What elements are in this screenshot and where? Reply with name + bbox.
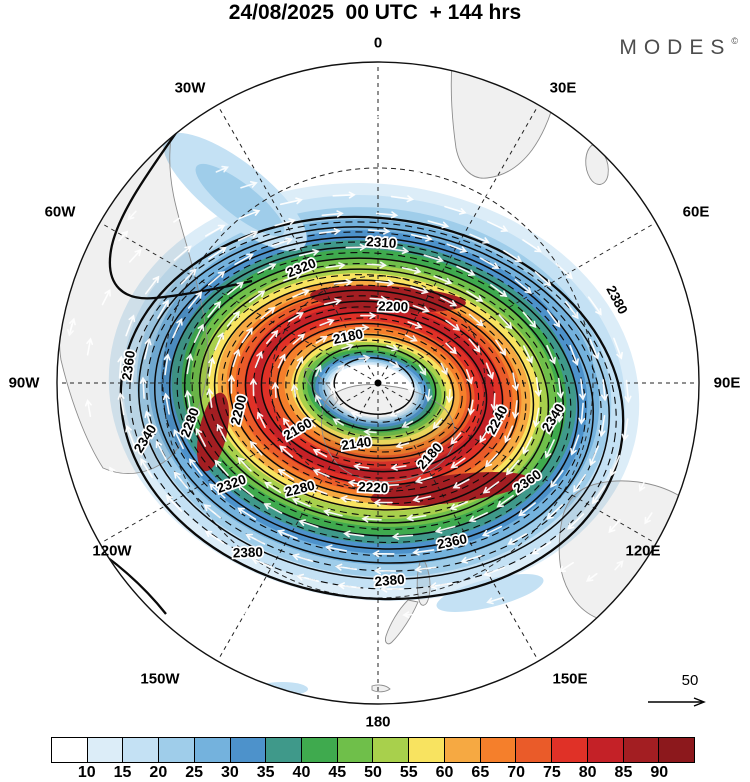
colorbar-cell (409, 738, 445, 762)
colorbar-tick-label: 25 (185, 764, 204, 781)
reference-vector: 50 (640, 672, 720, 708)
land-africa (450, 62, 561, 179)
contour-label: 2380 (374, 572, 405, 590)
longitude-label-150w: 150W (140, 670, 180, 688)
colorbar-tick-label: 50 (364, 764, 382, 781)
longitude-label-120w: 120W (92, 542, 132, 560)
colorbar-tick-label: 80 (578, 764, 597, 781)
longitude-label-60w: 60W (44, 203, 76, 221)
pole-marker (374, 379, 382, 387)
colorbar-cell (337, 738, 374, 762)
colorbar-tick-label: 40 (292, 764, 311, 781)
copyright-mark: © (731, 36, 738, 46)
contour-label: 2220 (358, 479, 389, 496)
colorbar-cell (52, 738, 88, 762)
colorbar-tick-label: 90 (650, 764, 669, 781)
longitude-label-30w: 30W (174, 79, 206, 97)
longitude-label-120e: 120E (625, 542, 661, 560)
colorbar-cell (230, 738, 267, 762)
contour-label: 2200 (378, 298, 409, 314)
longitude-label-90w: 90W (8, 374, 40, 392)
contour-label: 2360 (119, 349, 138, 381)
colorbar-cell (302, 738, 338, 762)
colorbar-cell (516, 738, 553, 762)
modes-logo-text: MODES (619, 36, 732, 59)
colorbar-cell (552, 738, 588, 762)
contour-label: 2140 (340, 434, 372, 453)
land-madagascar (585, 144, 609, 185)
reference-vector-label: 50 (681, 672, 699, 689)
colorbar-cell (659, 738, 694, 762)
reference-arrow-icon (648, 697, 706, 707)
longitude-label-30e: 30E (549, 79, 577, 97)
colorbar-tick-label: 60 (435, 764, 454, 781)
colorbar-cell (587, 738, 624, 762)
colorbar-cell (159, 738, 195, 762)
contour-label: 2310 (366, 234, 397, 251)
colorbar-tick-label: 75 (542, 764, 561, 781)
page-title: 24/08/2025 00 UTC + 144 hrs (228, 1, 522, 24)
land-tasmania (621, 639, 644, 661)
longitude-label-180: 180 (365, 713, 391, 731)
longitude-label-90e: 90E (713, 374, 741, 392)
colorbar-tick-label: 85 (614, 764, 633, 781)
colorbar-tick-label: 20 (149, 764, 168, 781)
colorbar-cell (194, 738, 231, 762)
colorbar-cell (123, 738, 160, 762)
colorbar-tick-label: 10 (77, 764, 96, 781)
colorbar-cell (444, 738, 481, 762)
longitude-label-150e: 150E (552, 670, 588, 688)
colorbar-tick-label: 35 (256, 764, 275, 781)
contour-label: 2380 (233, 544, 264, 560)
colorbar-cell (87, 738, 124, 762)
colorbar-cell (480, 738, 517, 762)
colorbar-cell (266, 738, 303, 762)
modes-logo: MODES© (619, 36, 738, 60)
colorbar-tick-label: 30 (220, 764, 239, 781)
colorbar-tick-label: 65 (471, 764, 490, 781)
colorbar-cell (373, 738, 410, 762)
map-content (58, 62, 699, 703)
colorbar-cell (623, 738, 660, 762)
map-boundary-circle (56, 61, 700, 705)
colorbar-tick-label: 70 (507, 764, 526, 781)
height-contours (75, 103, 625, 615)
longitude-label-0: 0 (373, 34, 383, 52)
land-small-island (371, 684, 391, 693)
colorbar-tick-label: 55 (399, 764, 418, 781)
land-new-zealand-south (385, 599, 419, 645)
longitude-label-60e: 60E (682, 203, 710, 221)
colorbar-tick-label: 15 (113, 764, 132, 781)
colorbar-tick-labels: 10 15 20 25 30 35 40 45 50 55 60 65 70 75 80 85 90 (0, 764, 750, 782)
wind-speed-colorbar (51, 737, 695, 763)
colorbar-tick-label: 45 (328, 764, 347, 781)
wind-arrows (63, 116, 683, 668)
